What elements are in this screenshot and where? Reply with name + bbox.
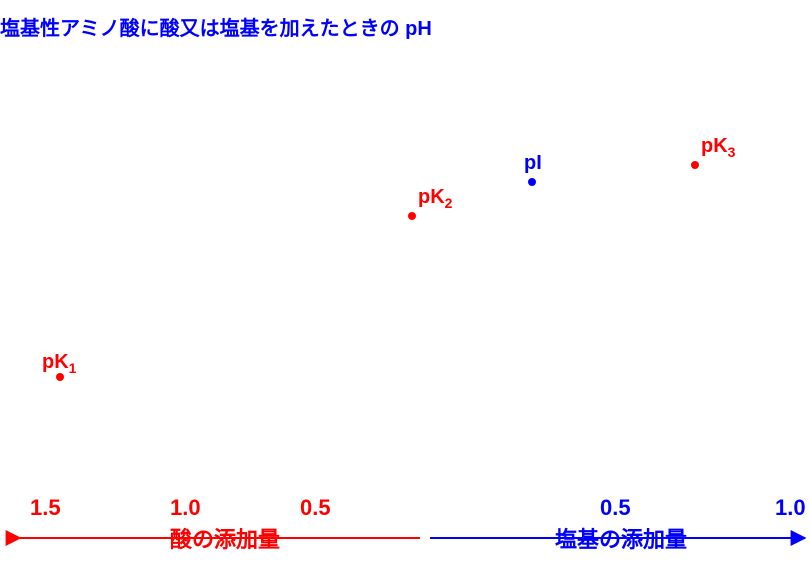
base-axis-arrow	[0, 0, 810, 575]
pK3-point	[691, 161, 699, 169]
pI-point	[528, 178, 536, 186]
axis-tick-0: 1.5	[30, 495, 61, 521]
titration-chart: 塩基性アミノ酸に酸又は塩基を加えたときの pH 酸の添加量 塩基の添加量 pK1…	[0, 0, 810, 575]
axis-tick-4: 1.0	[775, 495, 806, 521]
axis-tick-3: 0.5	[600, 495, 631, 521]
pK2-label: pK2	[418, 186, 452, 211]
acid-axis-label: 酸の添加量	[170, 522, 280, 554]
pI-label: pI	[524, 152, 542, 175]
axis-tick-2: 0.5	[300, 495, 331, 521]
base-axis-label: 塩基の添加量	[555, 522, 687, 554]
pK2-point	[408, 212, 416, 220]
pK3-label: pK3	[701, 135, 735, 160]
axis-tick-1: 1.0	[170, 495, 201, 521]
pK1-label: pK1	[42, 351, 76, 376]
